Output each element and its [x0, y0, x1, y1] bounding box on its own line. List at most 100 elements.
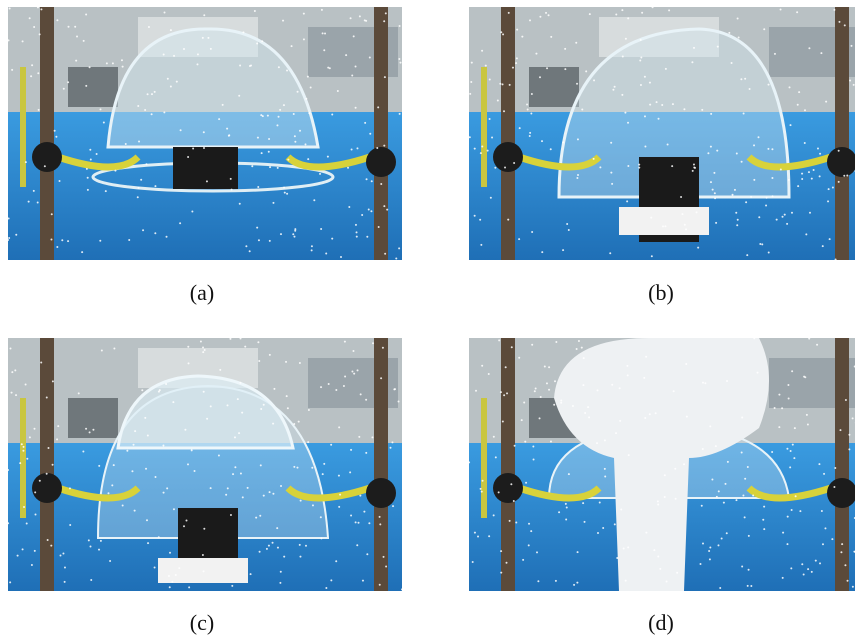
speckle — [56, 438, 58, 440]
speckle — [828, 188, 830, 190]
speckle — [320, 228, 322, 230]
speckle — [144, 417, 146, 419]
speckle — [231, 585, 233, 587]
speckle — [503, 110, 505, 112]
speckle — [399, 25, 401, 27]
speckle — [498, 339, 500, 341]
speckle — [515, 62, 517, 64]
speckle — [272, 542, 274, 544]
speckle — [34, 491, 36, 493]
speckle — [308, 112, 310, 114]
speckle — [394, 388, 396, 390]
speckle — [576, 83, 578, 85]
speckle — [479, 219, 481, 221]
speckle — [383, 556, 385, 558]
speckle — [82, 450, 84, 452]
speckle — [655, 412, 657, 414]
speckle — [817, 147, 819, 149]
speckle — [697, 247, 699, 249]
speckle — [187, 156, 189, 158]
speckle — [355, 107, 357, 109]
speckle — [793, 457, 795, 459]
speckle — [305, 98, 307, 100]
speckle — [823, 473, 825, 475]
speckle — [481, 365, 483, 367]
speckle — [307, 76, 309, 78]
speckle — [114, 170, 116, 172]
speckle — [272, 493, 274, 495]
speckle — [379, 516, 381, 518]
speckle — [791, 509, 793, 511]
speckle — [622, 55, 624, 57]
speckle — [824, 527, 826, 529]
speckle — [597, 532, 599, 534]
speckle — [477, 535, 479, 537]
speckle — [500, 31, 502, 33]
speckle — [276, 124, 278, 126]
speckle — [702, 382, 704, 384]
speckle — [38, 109, 40, 111]
speckle — [280, 485, 282, 487]
speckle — [589, 13, 591, 15]
speckle — [744, 516, 746, 518]
speckle — [83, 40, 85, 42]
speckle — [619, 387, 621, 389]
speckle — [353, 35, 355, 37]
speckle — [169, 586, 171, 588]
speckle — [33, 190, 35, 192]
speckle — [763, 528, 765, 530]
speckle — [761, 243, 763, 245]
speckle — [666, 581, 668, 583]
speckle — [170, 29, 172, 31]
speckle — [308, 409, 310, 411]
speckle — [581, 347, 583, 349]
speckle — [487, 150, 489, 152]
speckle — [377, 106, 379, 108]
speckle — [320, 537, 322, 539]
speckle — [283, 104, 285, 106]
speckle — [624, 112, 626, 114]
speckle — [715, 445, 717, 447]
speckle — [64, 581, 66, 583]
speckle — [510, 483, 512, 485]
speckle — [480, 488, 482, 490]
speckle — [355, 65, 357, 67]
speckle — [676, 572, 678, 574]
speckle — [508, 12, 510, 14]
speckle — [9, 8, 11, 10]
speckle — [797, 185, 799, 187]
speckle — [576, 348, 578, 350]
speckle — [533, 459, 535, 461]
speckle — [164, 11, 166, 13]
speckle — [671, 165, 673, 167]
speckle — [203, 147, 205, 149]
speckle — [122, 504, 124, 506]
speckle — [572, 405, 574, 407]
speckle — [39, 33, 41, 35]
speckle — [9, 581, 11, 583]
speckle — [701, 505, 703, 507]
speckle — [299, 130, 301, 132]
speckle — [577, 174, 579, 176]
speckle — [525, 482, 527, 484]
speckle — [759, 243, 761, 245]
speckle — [369, 133, 371, 135]
speckle — [710, 146, 712, 148]
speckle — [125, 143, 127, 145]
speckle — [581, 109, 583, 111]
speckle — [493, 436, 495, 438]
speckle — [175, 574, 177, 576]
speckle — [356, 147, 358, 149]
speckle — [278, 116, 280, 118]
speckle — [732, 194, 734, 196]
speckle — [489, 78, 491, 80]
speckle — [645, 532, 647, 534]
speckle — [380, 183, 382, 185]
speckle — [767, 148, 769, 150]
speckle — [818, 463, 820, 465]
speckle — [627, 374, 629, 376]
speckle — [26, 458, 28, 460]
speckle — [509, 520, 511, 522]
speckle — [604, 476, 606, 478]
speckle — [683, 108, 685, 110]
